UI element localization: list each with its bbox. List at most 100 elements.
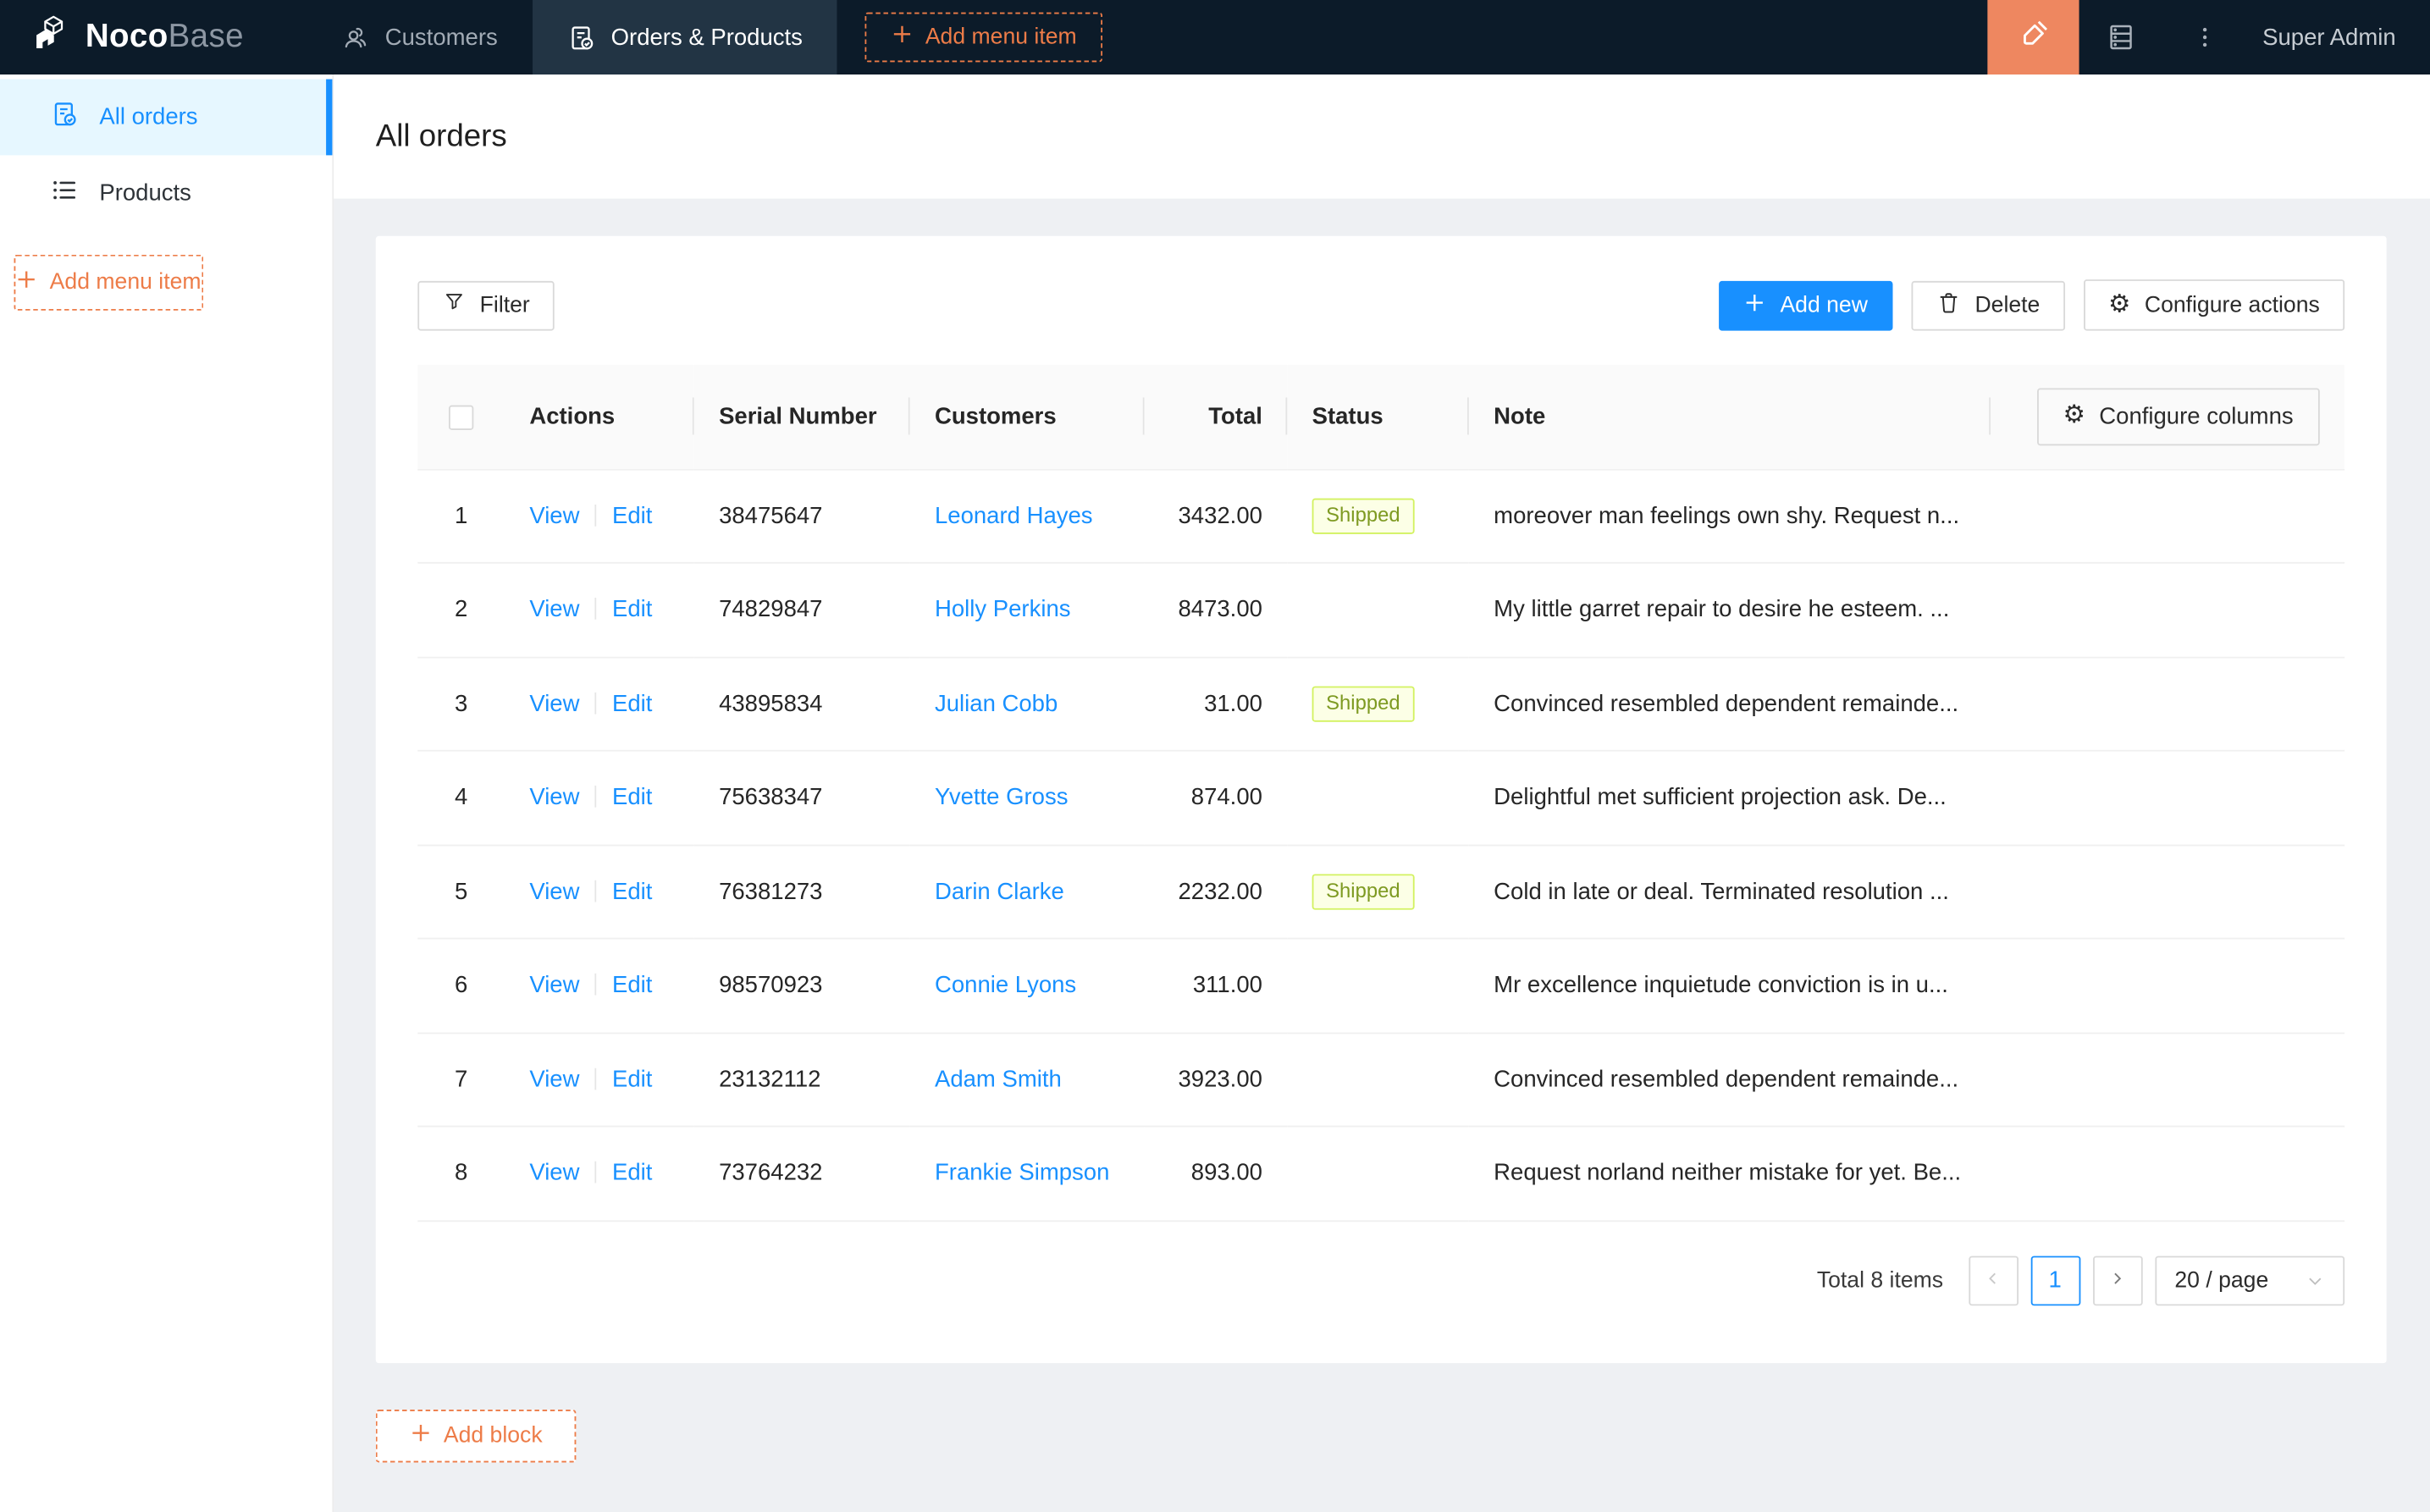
add-menu-item-button-topnav[interactable]: Add menu item (864, 12, 1103, 63)
pagination-next-button[interactable] (2092, 1255, 2142, 1305)
order-doc-icon (566, 23, 595, 52)
kebab-menu-icon-button[interactable] (2163, 0, 2247, 74)
user-menu[interactable]: Super Admin (2247, 0, 2430, 74)
plus-icon (1744, 291, 1766, 319)
column-header-status: Status (1287, 364, 1469, 470)
total-cell: 8473.00 (1144, 562, 1288, 658)
edit-link[interactable]: Edit (612, 690, 653, 717)
table-row: 6 View Edit 98570923 Connie Lyons 311.00 … (417, 938, 2345, 1034)
view-link[interactable]: View (529, 878, 580, 905)
orders-table-body: 1 View Edit 38475647 Leonard Hayes 3432.0… (417, 468, 2345, 1222)
top-nav-right: Super Admin (1987, 0, 2430, 75)
pagination: Total 8 items 1 20 / page (417, 1255, 2345, 1305)
action-divider (594, 504, 597, 527)
edit-link[interactable]: Edit (612, 972, 653, 999)
page-header: All orders (334, 74, 2430, 199)
edit-link[interactable]: Edit (612, 1066, 653, 1093)
customer-link[interactable]: Julian Cobb (934, 690, 1058, 717)
sidebar-item-all-orders[interactable]: All orders (0, 79, 333, 156)
brand-name: NocoBase (85, 19, 244, 55)
add-menu-item-label: Add menu item (49, 270, 202, 295)
select-all-checkbox[interactable] (448, 405, 474, 430)
configure-actions-button[interactable]: ⚙ Configure actions (2083, 279, 2345, 331)
ui-editor-button[interactable] (1987, 0, 2079, 75)
edit-link[interactable]: Edit (612, 596, 653, 623)
add-new-label: Add new (1780, 292, 1868, 318)
action-divider (594, 786, 597, 808)
funnel-icon (443, 290, 467, 320)
edit-link[interactable]: Edit (612, 878, 653, 905)
customer-link[interactable]: Leonard Hayes (934, 502, 1093, 529)
add-block-button[interactable]: Add block (375, 1410, 577, 1463)
row-index: 1 (455, 502, 468, 529)
orders-table: Actions Serial Number Customers Total St… (417, 364, 2345, 1222)
total-cell: 893.00 (1144, 1126, 1288, 1222)
customer-link[interactable]: Holly Perkins (934, 596, 1071, 623)
table-row: 8 View Edit 73764232 Frankie Simpson 893.… (417, 1126, 2345, 1222)
page-size-value: 20 / page (2174, 1267, 2269, 1293)
serial-number-cell: 23132112 (719, 1066, 821, 1093)
customer-link[interactable]: Yvette Gross (934, 784, 1069, 811)
customer-link[interactable]: Adam Smith (934, 1066, 1062, 1093)
serial-number-cell: 75638347 (719, 784, 823, 811)
note-cell: Cold in late or deal. Terminated resolut… (1494, 878, 1949, 905)
edit-link[interactable]: Edit (612, 784, 653, 811)
configure-columns-label: Configure columns (2099, 403, 2294, 430)
column-header-total: Total (1144, 364, 1288, 470)
view-link[interactable]: View (529, 596, 580, 623)
gear-icon: ⚙ (2063, 402, 2085, 429)
customer-link[interactable]: Darin Clarke (934, 878, 1064, 905)
plus-icon (15, 268, 37, 296)
total-cell: 3923.00 (1144, 1032, 1288, 1128)
column-header-serial-number: Serial Number (693, 364, 910, 470)
nav-item-customers[interactable]: Customers (306, 0, 532, 74)
view-link[interactable]: View (529, 784, 580, 811)
add-menu-item-button-sidebar[interactable]: Add menu item (14, 254, 203, 311)
add-menu-item-label: Add menu item (925, 25, 1077, 50)
orders-table-block: Filter Add new (375, 235, 2387, 1364)
total-cell: 874.00 (1144, 750, 1288, 846)
nav-item-orders-products[interactable]: Orders & Products (532, 0, 837, 75)
table-row: 3 View Edit 43895834 Julian Cobb 31.00 Sh… (417, 656, 2345, 752)
view-link[interactable]: View (529, 1066, 580, 1093)
view-link[interactable]: View (529, 502, 580, 529)
pagination-total: Total 8 items (1816, 1267, 1944, 1293)
chevron-down-icon (2306, 1271, 2324, 1289)
sidebar-item-products[interactable]: Products (0, 155, 332, 231)
row-index: 2 (455, 596, 468, 623)
configure-actions-label: Configure actions (2144, 292, 2320, 318)
content-area: Filter Add new (334, 198, 2430, 1512)
action-divider (594, 880, 597, 902)
view-link[interactable]: View (529, 972, 580, 999)
serial-number-cell: 43895834 (719, 690, 823, 717)
table-row: 7 View Edit 23132112 Adam Smith 3923.00 C… (417, 1032, 2345, 1128)
edit-link[interactable]: Edit (612, 1160, 653, 1187)
trash-icon (1936, 290, 1961, 321)
table-row: 5 View Edit 76381273 Darin Clarke 2232.00… (417, 844, 2345, 940)
configure-columns-button[interactable]: ⚙ Configure columns (2036, 388, 2320, 445)
database-icon-button[interactable] (2079, 0, 2163, 74)
nav-item-label: Customers (384, 24, 498, 51)
delete-label: Delete (1974, 292, 2041, 318)
customer-link[interactable]: Connie Lyons (934, 972, 1077, 999)
edit-link[interactable]: Edit (612, 502, 653, 529)
pagination-page-1[interactable]: 1 (2030, 1255, 2080, 1305)
delete-button[interactable]: Delete (1911, 280, 2065, 330)
pagination-prev-button[interactable] (1968, 1255, 2019, 1305)
add-new-button[interactable]: Add new (1719, 280, 1893, 330)
list-icon (50, 175, 80, 211)
customer-link[interactable]: Frankie Simpson (934, 1160, 1110, 1187)
total-cell: 31.00 (1144, 656, 1288, 752)
row-index: 3 (455, 690, 468, 717)
action-divider (594, 598, 597, 621)
page-size-select[interactable]: 20 / page (2154, 1255, 2345, 1305)
filter-button[interactable]: Filter (417, 280, 555, 330)
view-link[interactable]: View (529, 690, 580, 717)
sidebar: All orders Products Add menu item (0, 74, 334, 1512)
note-cell: Delightful met sufficient projection ask… (1494, 784, 1947, 811)
brand-logo[interactable]: NocoBase (0, 0, 272, 74)
view-link[interactable]: View (529, 1160, 580, 1187)
main-area: All orders Filter (334, 74, 2430, 1512)
add-block-label: Add block (443, 1423, 543, 1449)
